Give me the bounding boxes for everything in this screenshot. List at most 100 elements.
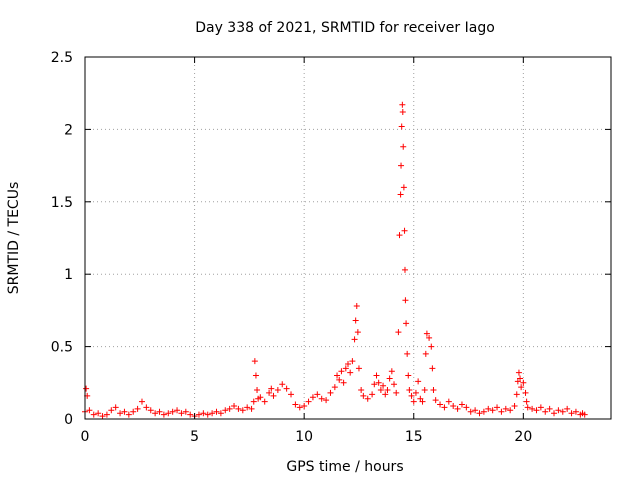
y-tick-label: 0 xyxy=(64,412,73,428)
data-point xyxy=(430,387,437,394)
data-point xyxy=(226,405,233,412)
data-point xyxy=(502,405,509,412)
data-point xyxy=(480,408,487,415)
data-point xyxy=(182,408,189,415)
data-point xyxy=(257,394,264,401)
data-point xyxy=(412,389,419,396)
y-tick-label: 1.5 xyxy=(51,195,73,211)
data-point xyxy=(209,410,216,417)
data-point xyxy=(248,405,255,412)
data-point xyxy=(318,395,325,402)
data-point xyxy=(165,410,172,417)
data-point xyxy=(395,329,402,336)
data-point xyxy=(463,404,470,411)
y-axis-label: SRMTID / TECUs xyxy=(6,182,22,295)
data-point xyxy=(405,372,412,379)
grid xyxy=(85,57,611,419)
x-tick-label: 5 xyxy=(190,429,199,445)
data-point xyxy=(288,391,295,398)
data-point xyxy=(231,402,238,409)
data-point xyxy=(222,407,229,414)
data-point xyxy=(472,407,479,414)
data-point xyxy=(147,407,154,414)
data-point xyxy=(283,385,290,392)
data-point xyxy=(467,408,474,415)
data-point xyxy=(239,407,246,414)
data-point xyxy=(429,365,436,372)
data-point xyxy=(568,410,575,417)
data-point xyxy=(156,408,163,415)
data-point xyxy=(352,317,359,324)
data-point xyxy=(360,392,367,399)
x-tick-label: 20 xyxy=(514,429,532,445)
data-point xyxy=(498,408,505,415)
data-point xyxy=(398,162,405,169)
data-point xyxy=(152,410,159,417)
data-point xyxy=(403,320,410,327)
data-point xyxy=(334,372,341,379)
data-point xyxy=(551,410,558,417)
data-point xyxy=(423,330,430,337)
data-point xyxy=(364,395,371,402)
data-point xyxy=(99,413,106,420)
data-point xyxy=(432,397,439,404)
data-point xyxy=(415,378,422,385)
data-point xyxy=(529,405,536,412)
data-point xyxy=(261,398,268,405)
data-point xyxy=(388,368,395,375)
data-point xyxy=(511,402,518,409)
data-point xyxy=(537,404,544,411)
data-point xyxy=(445,398,452,405)
data-point xyxy=(200,410,207,417)
data-point xyxy=(399,101,406,108)
plot-frame xyxy=(84,56,612,420)
data-point xyxy=(138,398,145,405)
y-tick-label: 2 xyxy=(64,122,73,138)
data-point xyxy=(401,227,408,234)
data-point xyxy=(533,407,540,414)
data-point xyxy=(371,381,378,388)
data-point xyxy=(494,404,501,411)
data-point xyxy=(178,410,185,417)
data-point xyxy=(251,358,258,365)
data-point xyxy=(274,387,281,394)
data-point xyxy=(399,109,406,116)
data-point xyxy=(143,404,150,411)
data-point xyxy=(572,408,579,415)
data-point xyxy=(83,385,90,392)
data-point xyxy=(268,385,275,392)
data-point xyxy=(437,401,444,408)
data-point xyxy=(309,394,316,401)
data-point xyxy=(396,232,403,239)
data-point xyxy=(323,397,330,404)
data-point xyxy=(351,336,358,343)
y-tick-label: 2.5 xyxy=(51,50,73,66)
data-point xyxy=(345,360,351,367)
data-point xyxy=(555,407,562,414)
data-point xyxy=(422,350,429,357)
data-point xyxy=(441,404,448,411)
data-point xyxy=(340,379,347,386)
data-point xyxy=(397,191,404,198)
data-point xyxy=(518,384,525,391)
data-point xyxy=(338,368,345,375)
data-point xyxy=(375,379,382,386)
data-point xyxy=(204,411,211,418)
data-point xyxy=(327,389,334,396)
y-tick-label: 0.5 xyxy=(51,340,73,356)
data-point xyxy=(213,408,220,415)
data-point xyxy=(458,401,465,408)
data-point xyxy=(404,350,411,357)
data-point xyxy=(130,408,137,415)
data-point xyxy=(564,405,571,412)
data-point xyxy=(406,387,413,394)
data-point xyxy=(380,382,387,389)
data-point xyxy=(353,303,360,310)
data-point xyxy=(95,410,102,417)
data-point xyxy=(279,381,286,388)
data-point xyxy=(402,297,409,304)
data-point xyxy=(354,329,361,336)
data-point xyxy=(103,411,110,418)
data-point xyxy=(581,411,588,418)
data-point xyxy=(419,398,426,405)
